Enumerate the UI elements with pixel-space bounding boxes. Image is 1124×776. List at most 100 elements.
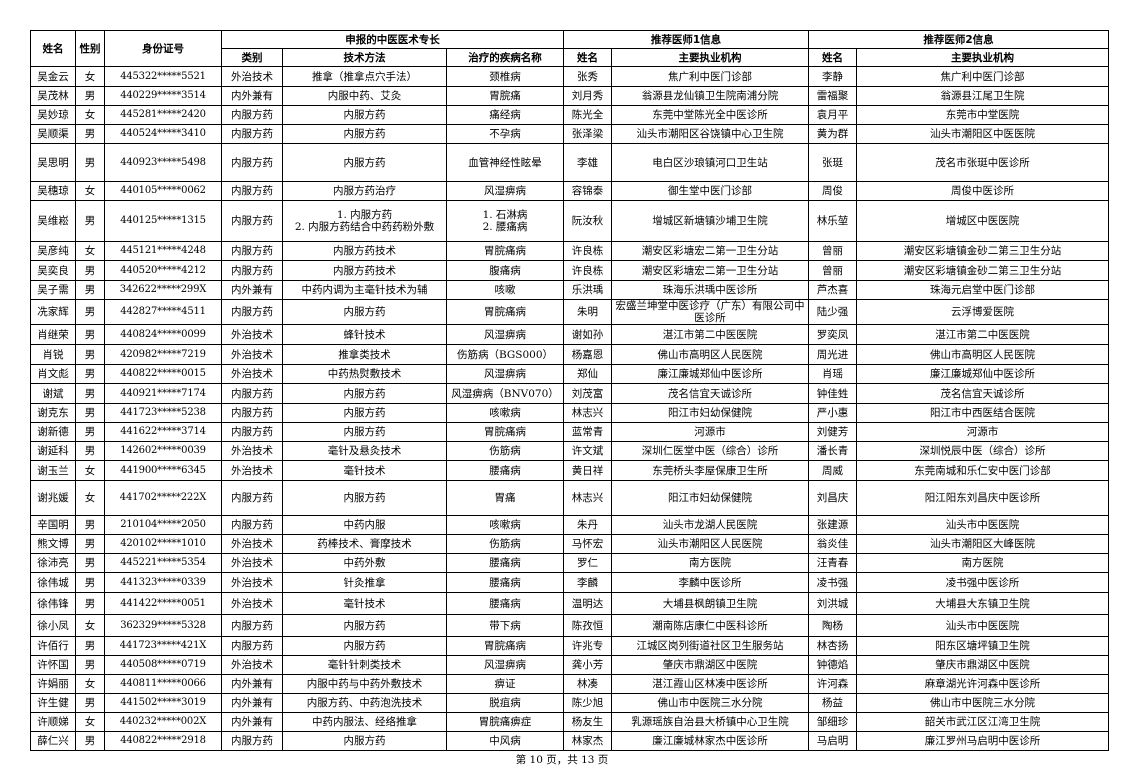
cell-disease: 腰痛病 (445, 460, 565, 481)
cell-disease: 咳嗽病 (445, 403, 565, 423)
cell-category: 内外兼有 (221, 280, 283, 300)
cell-gender: 男 (75, 344, 105, 365)
cell-doctor1-name: 陈少旭 (563, 693, 613, 713)
cell-doctor1-name: 谢如孙 (563, 324, 613, 345)
cell-category: 内服方药 (221, 614, 283, 637)
cell-doctor2-name: 张珽 (808, 143, 858, 182)
cell-doctor2-name: 马启明 (808, 731, 858, 751)
header-name: 姓名 (30, 30, 76, 67)
cell-disease: 胃脘痛病 (445, 241, 565, 261)
cell-gender: 男 (75, 299, 105, 325)
cell-disease: 腰痛病 (445, 553, 565, 573)
cell-id-number: 440824*****0099 (104, 324, 222, 345)
cell-gender: 男 (75, 592, 105, 615)
cell-doctor1-name: 温明达 (563, 592, 613, 615)
cell-doctor2-name: 曾丽 (808, 260, 858, 281)
cell-doctor2-name: 张建源 (808, 515, 858, 535)
cell-name: 许生健 (30, 693, 76, 713)
cell-technique: 毫针技术 (282, 592, 447, 615)
cell-name: 吴金云 (30, 66, 76, 87)
cell-category: 内服方药 (221, 143, 283, 182)
cell-technique: 毫针针刺类技术 (282, 655, 447, 675)
table-row: 许娟丽女 440811*****0066 内外兼有 内服中药与中药外敷技术 痹证 林凑 湛江… (30, 674, 1110, 694)
cell-name: 吴顺渠 (30, 124, 76, 144)
cell-name: 谢克东 (30, 403, 76, 423)
table-row: 许顺娣女 440232*****002X 内外兼有 中药内服法、经络推拿 胃脘痛痹症 杨友… (30, 712, 1110, 732)
header-specialty-group: 申报的中医医术专长 (220, 30, 565, 49)
cell-id-number: 441622*****3714 (104, 422, 222, 442)
table-row: 吴彦纯女 445121*****4248 内服方药 内服方药技术 胃脘痛病 许良栋 潮安区彩… (30, 241, 1110, 261)
cell-doctor1-name: 马怀宏 (563, 534, 613, 554)
cell-doctor2-name: 潘长青 (808, 441, 858, 461)
cell-disease: 腹痛病 (445, 260, 565, 281)
cell-id-number: 441723*****421X (104, 636, 222, 656)
header-technique: 技术方法 (282, 48, 447, 67)
cell-name: 许娟丽 (30, 674, 76, 694)
table-row: 熊文博男 420102*****1010 外治技术 药棒技术、膏摩技术 伤筋病 马怀宏 汕头… (30, 534, 1110, 554)
header-gender: 性别 (75, 30, 105, 67)
cell-technique: 内服方药 (282, 731, 447, 751)
cell-doctor1-org: 东莞桥头李屋保康卫生所 (611, 460, 810, 481)
cell-id-number: 142602*****0039 (104, 441, 222, 461)
table-row: 谢斌男 440921*****7174 内服方药 内服方药 风湿痹病（BNV070） 刘茂… (30, 383, 1110, 404)
cell-doctor1-org: 湛江霞山区林凑中医诊所 (611, 674, 810, 694)
cell-doctor1-name: 郑仙 (563, 364, 613, 384)
cell-doctor1-org: 肇庆市鼎湖区中医院 (611, 655, 810, 675)
cell-category: 内服方药 (221, 260, 283, 281)
cell-name: 谢延科 (30, 441, 76, 461)
cell-doctor1-org: 潮南陈店康仁中医科诊所 (611, 614, 810, 637)
cell-name: 冼家辉 (30, 299, 76, 325)
cell-disease: 风湿痹病 (445, 364, 565, 384)
table-row: 吴妙琼女 445281*****2420 内服方药 内服方药 痛经病 陈光全 东莞中堂陈光全… (30, 105, 1110, 125)
cell-doctor2-org: 佛山市中医院三水分院 (856, 693, 1110, 713)
cell-category: 内服方药 (221, 299, 283, 325)
cell-disease: 胃脘痛病 (445, 422, 565, 442)
cell-doctor2-org: 云浮博爱医院 (856, 299, 1110, 325)
cell-id-number: 362329*****5328 (104, 614, 222, 637)
cell-name: 吴思明 (30, 143, 76, 182)
applicant-table: 姓名 性别 身份证号 申报的中医医术专长 推荐医师1信息 推荐医师2信息 类别 … (30, 30, 1110, 751)
cell-disease: 风湿痹病 (445, 324, 565, 345)
cell-technique: 推拿类技术 (282, 344, 447, 365)
cell-name: 许佰行 (30, 636, 76, 656)
cell-doctor1-name: 张秀 (563, 66, 613, 87)
cell-disease: 胃脘痛 (445, 86, 565, 106)
cell-disease: 痹证 (445, 674, 565, 694)
cell-id-number: 441422*****0051 (104, 592, 222, 615)
cell-doctor1-org: 江城区岗列街道社区卫生服务站 (611, 636, 810, 656)
table-row: 徐伟锋男 441422*****0051 外治技术 毫针技术 腰痛病 温明达 大埔县枫朗镇卫… (30, 592, 1110, 615)
cell-doctor2-org: 韶关市武江区江湾卫生院 (856, 712, 1110, 732)
table-row: 吴穗琼女 440105*****0062 内服方药 内服方药治疗 风湿痹病 容锦泰 御生堂中… (30, 181, 1110, 201)
cell-technique: 毫针及悬灸技术 (282, 441, 447, 461)
cell-category: 内服方药 (221, 515, 283, 535)
header-disease: 治疗的疾病名称 (445, 48, 565, 67)
table-row: 谢新德男 441622*****3714 内服方药 内服方药 胃脘痛病 蓝常青 河源市 刘健芳… (30, 422, 1110, 442)
table-row: 吴顺渠男 440524*****3410 内服方药 内服方药 不孕病 张泽梁 汕头市潮阳区谷… (30, 124, 1110, 144)
cell-name: 谢玉兰 (30, 460, 76, 481)
cell-doctor2-name: 林乐堃 (808, 200, 858, 242)
cell-technique: 内服方药 (282, 614, 447, 637)
cell-gender: 男 (75, 364, 105, 384)
cell-doctor2-org: 南方医院 (856, 553, 1110, 573)
cell-doctor1-name: 杨友生 (563, 712, 613, 732)
cell-technique: 中药内调为主毫针技术为辅 (282, 280, 447, 300)
cell-technique: 内服方药 (282, 422, 447, 442)
cell-name: 徐伟城 (30, 572, 76, 593)
cell-doctor1-org: 佛山市高明区人民医院 (611, 344, 810, 365)
cell-doctor1-org: 宏盛兰坤堂中医诊疗（广东）有限公司中医诊所 (611, 299, 810, 325)
cell-disease: 伤筋病（BGS000） (445, 344, 565, 365)
cell-category: 内服方药 (221, 105, 283, 125)
cell-category: 外治技术 (221, 66, 283, 87)
cell-name: 徐小凤 (30, 614, 76, 637)
cell-name: 吴茂林 (30, 86, 76, 106)
cell-disease: 痛经病 (445, 105, 565, 125)
cell-id-number: 441900*****6345 (104, 460, 222, 481)
cell-doctor1-name: 张泽梁 (563, 124, 613, 144)
cell-doctor1-name: 容锦泰 (563, 181, 613, 201)
cell-gender: 男 (75, 441, 105, 461)
cell-disease: 伤筋病 (445, 534, 565, 554)
header-doctor1-org: 主要执业机构 (611, 48, 810, 67)
cell-disease: 风湿痹病（BNV070） (445, 383, 565, 404)
header-doctor1-group: 推荐医师1信息 (563, 30, 810, 49)
cell-id-number: 210104*****2050 (104, 515, 222, 535)
